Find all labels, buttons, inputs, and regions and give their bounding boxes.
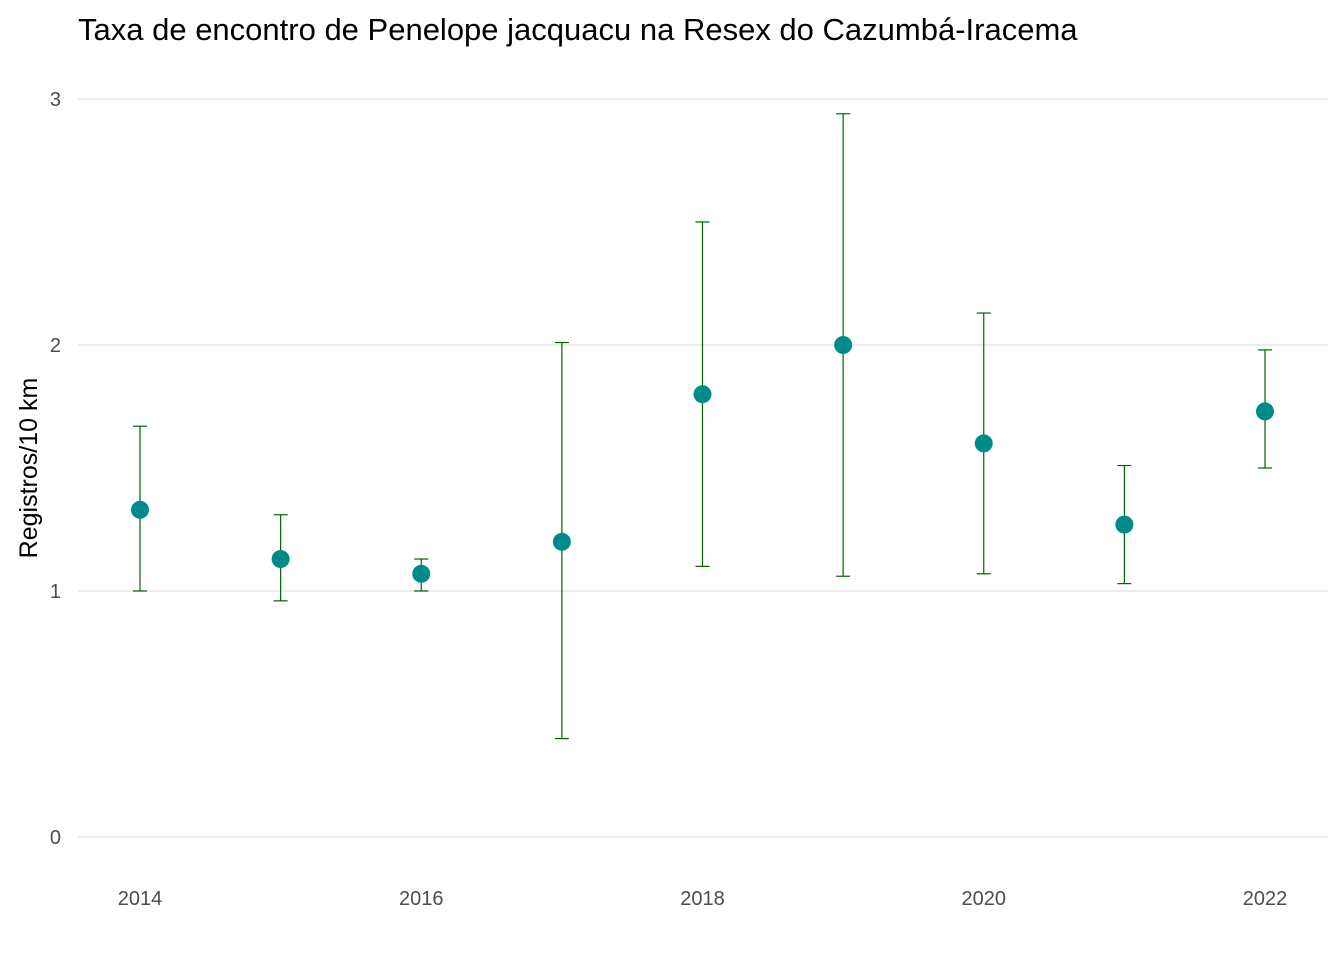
chart-title: Taxa de encontro de Penelope jacquacu na… — [78, 12, 1078, 47]
error-bars — [133, 113, 1272, 740]
data-point-2016 — [412, 564, 431, 583]
y-tick-label: 3 — [50, 89, 61, 111]
x-tick-label: 2022 — [1243, 888, 1288, 910]
y-tick-label: 0 — [50, 827, 61, 849]
data-point-2020 — [974, 434, 993, 453]
data-point-2017 — [552, 532, 571, 551]
x-tick-label: 2014 — [118, 888, 163, 910]
x-axis-ticks: 2014 2016 2018 2020 2022 — [118, 888, 1288, 910]
data-point-2015 — [271, 550, 290, 569]
y-axis-label: Registros/10 km — [15, 378, 43, 559]
data-point-2019 — [834, 336, 853, 354]
x-tick-label: 2018 — [680, 888, 725, 910]
data-points — [131, 336, 1274, 583]
data-point-2022 — [1256, 402, 1274, 421]
data-point-2021 — [1115, 515, 1134, 534]
x-tick-label: 2020 — [962, 888, 1007, 910]
x-tick-label: 2016 — [399, 888, 444, 910]
y-tick-label: 1 — [50, 581, 61, 603]
data-point-2018 — [693, 385, 712, 404]
y-tick-label: 2 — [50, 335, 61, 357]
y-axis-ticks: 0 1 2 3 — [50, 89, 61, 849]
data-point-2014 — [131, 500, 149, 519]
